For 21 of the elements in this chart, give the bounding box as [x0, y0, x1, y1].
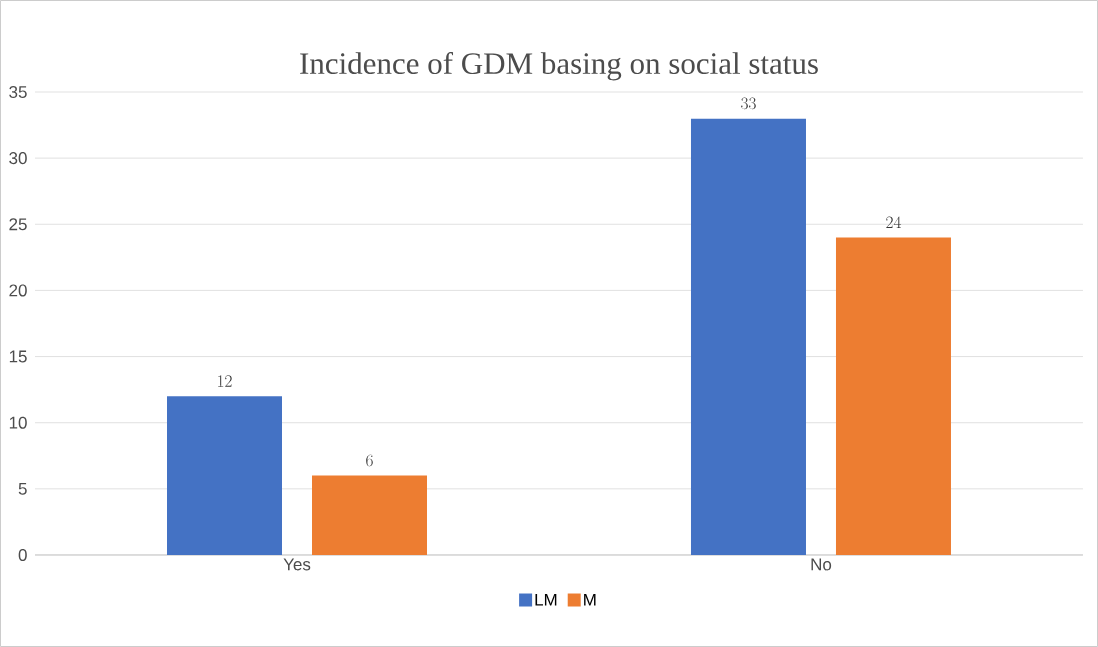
legend-label: M [584, 593, 596, 606]
data-label: 6 [366, 454, 373, 467]
bar [167, 396, 282, 555]
y-tick-label: 5 [18, 482, 27, 495]
bar [835, 237, 951, 555]
y-tick-label: 0 [18, 548, 27, 562]
data-label: 12 [218, 375, 232, 387]
bar [690, 118, 806, 555]
y-tick-label: 10 [9, 416, 27, 429]
chart-title: Incidence of GDM basing on social status [300, 51, 818, 81]
data-label: 33 [741, 97, 756, 110]
x-tick-label: No [811, 558, 832, 571]
y-tick-label: 30 [9, 152, 27, 165]
bar [312, 475, 427, 555]
data-label: 24 [886, 216, 902, 228]
y-tick-label: 35 [9, 85, 27, 99]
y-tick-label: 25 [9, 218, 27, 231]
y-tick-label: 15 [9, 350, 27, 363]
legend-label: LM [535, 593, 557, 606]
y-tick-label: 20 [9, 284, 27, 297]
x-tick-label: Yes [283, 558, 311, 571]
